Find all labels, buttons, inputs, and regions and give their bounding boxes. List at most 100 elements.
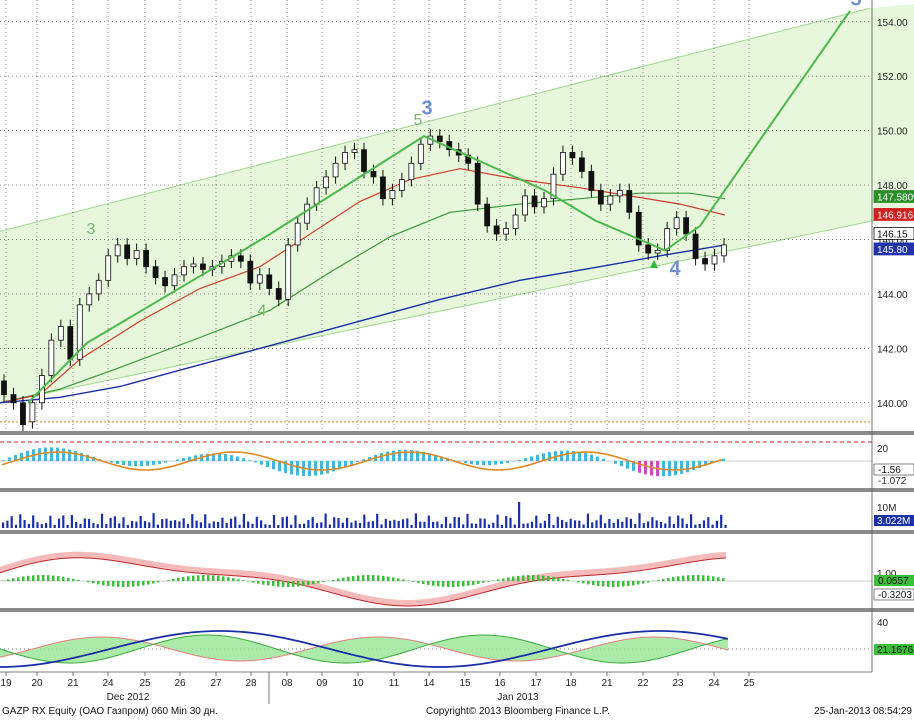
osc2-tick-label: 1.00 [877,569,897,580]
candle-body [588,171,595,191]
candle-body [503,228,510,235]
candle-body [247,260,254,284]
volume-bar [621,521,624,528]
osc1-bar [692,461,695,471]
volume-bar [565,522,568,528]
osc2-bar [112,581,115,587]
osc1-bar [278,461,281,472]
volume-tick-label: 10M [877,503,896,514]
osc1-bar [122,461,125,466]
x-tick-label: 27 [210,678,222,689]
osc2-bar [282,581,285,587]
osc1-bar [650,461,653,476]
osc2-bar [152,581,155,584]
osc1-bar [482,461,485,466]
osc1-bar [506,461,509,463]
osc2-bar [17,577,20,581]
x-tick-label: 24 [708,678,720,689]
x-tick-label: 21 [601,678,613,689]
volume-bar [642,523,645,528]
osc2-bar [242,580,245,581]
osc3-green-cloud [0,635,728,663]
volume-bar [702,520,706,528]
osc1-bar [536,454,539,461]
osc1-bar [134,461,137,467]
osc2-bar [237,579,240,581]
volume-bar [672,524,675,528]
wave-label: 5 [850,0,861,10]
osc2-bar [342,577,345,581]
x-tick-label: 18 [565,678,577,689]
volume-bar [315,523,319,528]
volume-bar [354,520,357,528]
volume-bar [647,521,650,528]
volume-bar [49,515,52,528]
osc2-bar [107,581,110,586]
x-tick-label: 15 [459,678,471,689]
osc1-bar [584,452,587,461]
osc1-bar [572,450,575,461]
x-tick-label: 14 [423,678,435,689]
volume-bar [530,521,534,528]
osc1-bar [284,461,287,474]
candle-body [332,162,339,178]
osc2-bar [657,580,660,581]
osc2-bar [182,577,185,581]
candle-body [1,380,7,396]
volume-bar [698,523,701,528]
osc1-bar [320,461,323,475]
osc2-bar [132,581,135,587]
candle-body [105,255,112,281]
candle-body [380,176,386,200]
x-tick-label: 19 [0,678,12,689]
osc2-bar [332,579,335,581]
price-tag [873,242,914,256]
osc1-bar [326,461,329,474]
candle-body [48,339,55,376]
volume-bar [535,515,538,528]
candle-body [389,190,396,200]
candle-body [493,225,500,235]
volume-bar [32,515,35,528]
osc1-bar [434,454,437,461]
candle-body [560,152,566,175]
volume-bar [711,524,714,528]
x-tick-label: 28 [245,678,257,689]
volume-bar [552,524,555,528]
osc2-bar [502,578,505,581]
osc2-bar [682,575,685,581]
volume-bar [221,517,224,528]
volume-bar [178,521,181,528]
moving-average-green [0,192,726,404]
candle-body [76,304,83,360]
price-tick-label: 146.00 [877,235,908,246]
osc2-bar [427,581,430,585]
osc1-bar [488,461,491,466]
osc1-bar [266,461,269,467]
x-tick-label: 08 [281,678,293,689]
volume-bar [569,518,572,528]
osc2-bar [437,581,440,587]
volume-bar [113,516,116,528]
candle-body [313,187,320,205]
volume-bar [126,524,129,528]
volume-bar [492,522,495,528]
volume-bar [57,518,61,528]
osc1-bar [614,461,617,464]
osc2-bar [667,578,670,581]
osc1-bar [470,461,473,465]
osc2-bar [227,577,230,581]
price-tick-label: 154.00 [877,18,908,29]
timestamp-label: 25-Jan-2013 08:54:29 [814,706,912,717]
osc2-bar [637,581,640,585]
x-tick-label: 21 [67,678,79,689]
candle-body [304,203,311,224]
osc1-bar [422,451,425,461]
osc2-bar [482,581,485,583]
osc1-bar [272,461,275,470]
osc2-bar [632,581,635,586]
osc2-bar [522,575,525,581]
osc1-bar [356,461,359,462]
candle-body [408,162,415,181]
osc1-tag-label-2: -1.072 [878,476,907,487]
